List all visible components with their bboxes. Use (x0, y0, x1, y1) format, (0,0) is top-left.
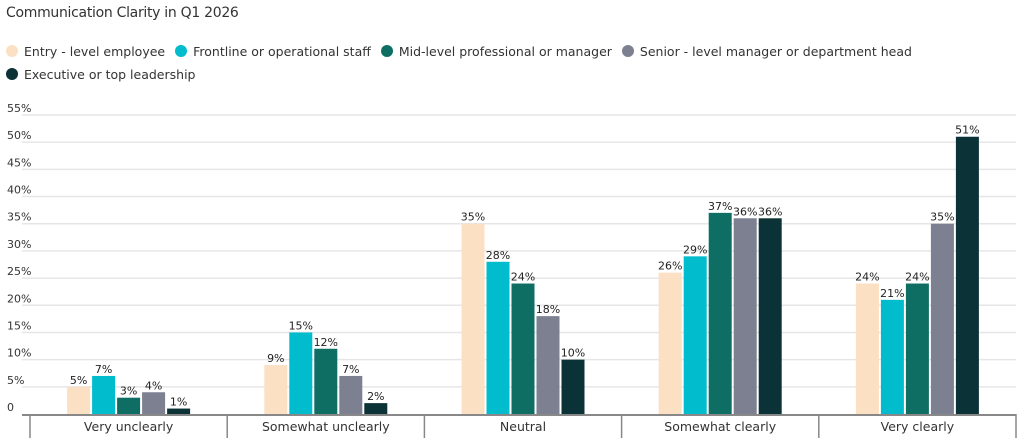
bar (511, 283, 535, 414)
data-label: 2% (367, 390, 384, 403)
data-label: 4% (145, 379, 162, 392)
bar (461, 223, 485, 414)
data-label: 35% (461, 211, 485, 224)
data-label: 21% (880, 287, 904, 300)
bar (289, 332, 313, 414)
data-label: 26% (658, 260, 682, 273)
legend-label: Mid-level professional or manager (398, 44, 612, 59)
bar (67, 386, 91, 414)
x-tick-label: Very clearly (881, 419, 955, 434)
bar (561, 359, 585, 414)
y-tick-label: 20% (7, 292, 31, 305)
bar (264, 365, 288, 414)
y-tick-label: 5% (7, 374, 24, 387)
data-label: 15% (289, 319, 313, 332)
bar (658, 272, 682, 414)
y-tick-label: 10% (7, 347, 31, 360)
legend-swatch (6, 45, 18, 57)
bar (683, 256, 707, 414)
legend-swatch (380, 45, 393, 57)
bar (880, 299, 904, 414)
y-tick-label: 45% (7, 156, 31, 169)
data-label: 36% (758, 205, 782, 218)
legend-item: Senior - level manager or department hea… (621, 40, 912, 63)
data-label: 24% (905, 271, 929, 284)
legend: Entry - level employee Frontline or opera… (6, 40, 1006, 86)
bar (905, 283, 929, 414)
bar (92, 375, 116, 414)
bar (536, 316, 560, 414)
bar (758, 218, 782, 414)
x-tick-label: Somewhat unclearly (262, 419, 390, 434)
data-label: 10% (561, 347, 585, 360)
data-label: 3% (120, 385, 137, 398)
data-label: 7% (95, 363, 112, 376)
data-label: 29% (683, 243, 707, 256)
legend-label: Senior - level manager or department hea… (639, 44, 912, 59)
y-tick-label: 25% (7, 265, 31, 278)
y-tick-label: 30% (7, 238, 31, 251)
bar (708, 212, 732, 414)
bar (955, 136, 979, 414)
x-tick-label: Very unclearly (84, 419, 174, 434)
bar (486, 261, 510, 414)
data-label: 24% (855, 271, 879, 284)
legend-item: Mid-level professional or manager (380, 40, 612, 63)
bar (855, 283, 879, 414)
bar (364, 403, 388, 414)
bar (930, 223, 954, 414)
data-label: 18% (536, 303, 560, 316)
bar (167, 408, 191, 414)
x-tick-label: Neutral (500, 419, 546, 434)
y-tick-label: 0 (7, 401, 14, 414)
x-tick-label: Somewhat clearly (664, 419, 776, 434)
y-tick-label: 55% (7, 102, 31, 115)
data-label: 37% (708, 200, 732, 213)
data-label: 24% (511, 271, 535, 284)
y-tick-label: 40% (7, 184, 31, 197)
legend-label: Frontline or operational staff (193, 44, 371, 59)
data-label: 28% (486, 249, 510, 262)
data-label: 5% (70, 374, 87, 387)
data-label: 36% (733, 205, 757, 218)
legend-item: Entry - level employee (6, 40, 165, 63)
legend-item: Executive or top leadership (6, 63, 195, 86)
data-label: 9% (267, 352, 284, 365)
legend-label: Entry - level employee (24, 44, 166, 59)
data-label: 12% (314, 336, 338, 349)
bar (142, 392, 166, 414)
legend-swatch (621, 45, 634, 57)
bar (733, 218, 757, 414)
legend-swatch (175, 45, 188, 57)
y-tick-label: 35% (7, 211, 31, 224)
legend-item: Frontline or operational staff (175, 40, 371, 63)
bar (339, 375, 363, 414)
y-tick-label: 50% (7, 129, 31, 142)
data-label: 35% (930, 211, 954, 224)
chart-title: Communication Clarity in Q1 2026 (6, 5, 239, 21)
y-tick-label: 15% (7, 319, 31, 332)
bar (117, 397, 141, 414)
legend-swatch (6, 68, 18, 80)
data-label: 7% (342, 363, 359, 376)
data-label: 1% (170, 396, 187, 409)
legend-label: Executive or top leadership (24, 67, 196, 82)
data-label: 51% (955, 124, 979, 137)
bar (314, 348, 338, 414)
